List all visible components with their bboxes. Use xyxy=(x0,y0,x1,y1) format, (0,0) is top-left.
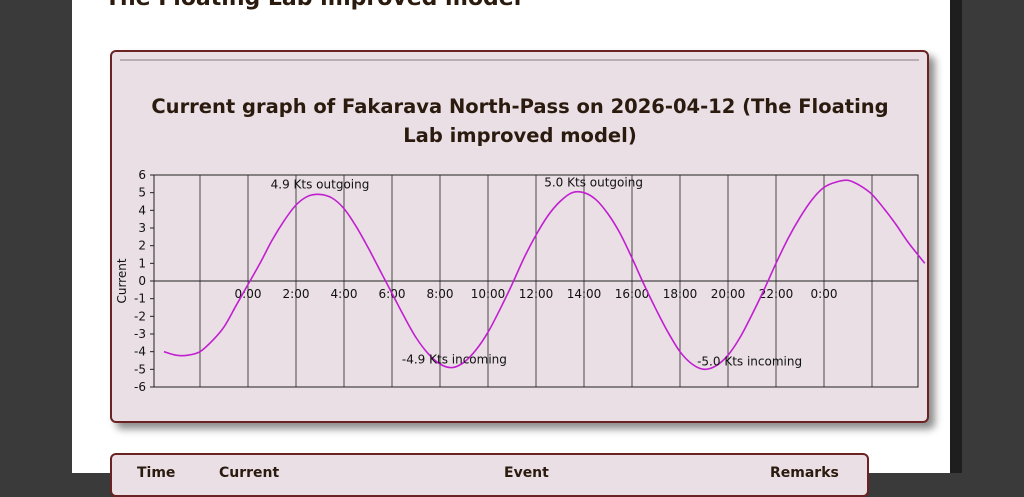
peak-annotation: 5.0 Kts outgoing xyxy=(544,176,643,190)
y-tick-label: 6 xyxy=(138,168,146,182)
x-tick-label: 4:00 xyxy=(331,287,358,301)
x-tick-label: 8:00 xyxy=(427,287,454,301)
x-tick-label: 16:00 xyxy=(615,287,650,301)
x-tick-label: 20:00 xyxy=(711,287,746,301)
x-tick-label: 2:00 xyxy=(283,287,310,301)
chart-panel: Current graph of Fakarava North-Pass on … xyxy=(110,50,929,423)
y-tick-label: 2 xyxy=(138,239,146,253)
x-tick-label: 0:00 xyxy=(811,287,838,301)
current-line xyxy=(163,179,926,371)
y-tick-label: 0 xyxy=(138,274,146,288)
x-tick-label: 0:00 xyxy=(235,287,262,301)
peak-annotation: -5.0 Kts incoming xyxy=(697,354,802,368)
y-tick-label: -1 xyxy=(134,292,146,306)
y-tick-label: 3 xyxy=(138,221,146,235)
panel-divider xyxy=(120,59,919,61)
y-axis-label: Current xyxy=(115,258,129,303)
x-tick-label: 22:00 xyxy=(759,287,794,301)
x-tick-label: 12:00 xyxy=(519,287,554,301)
y-tick-label: 4 xyxy=(138,203,146,217)
y-tick-label: -4 xyxy=(134,345,146,359)
chart-title: Current graph of Fakarava North-Pass on … xyxy=(151,95,889,147)
y-tick-label: 1 xyxy=(138,256,146,270)
y-tick-label: 5 xyxy=(138,186,146,200)
y-tick-label: -2 xyxy=(134,309,146,323)
peak-annotation: 4.9 Kts outgoing xyxy=(271,177,370,191)
x-tick-label: 10:00 xyxy=(471,287,506,301)
x-tick-label: 18:00 xyxy=(663,287,698,301)
page-heading: The Floating Lab improved model xyxy=(105,0,521,11)
y-tick-label: -3 xyxy=(134,327,146,341)
y-tick-label: -6 xyxy=(134,380,146,394)
scrollbar-track[interactable] xyxy=(950,0,962,473)
peak-annotation: -4.9 Kts incoming xyxy=(402,353,507,367)
x-tick-label: 14:00 xyxy=(567,287,602,301)
y-tick-label: -5 xyxy=(134,362,146,376)
